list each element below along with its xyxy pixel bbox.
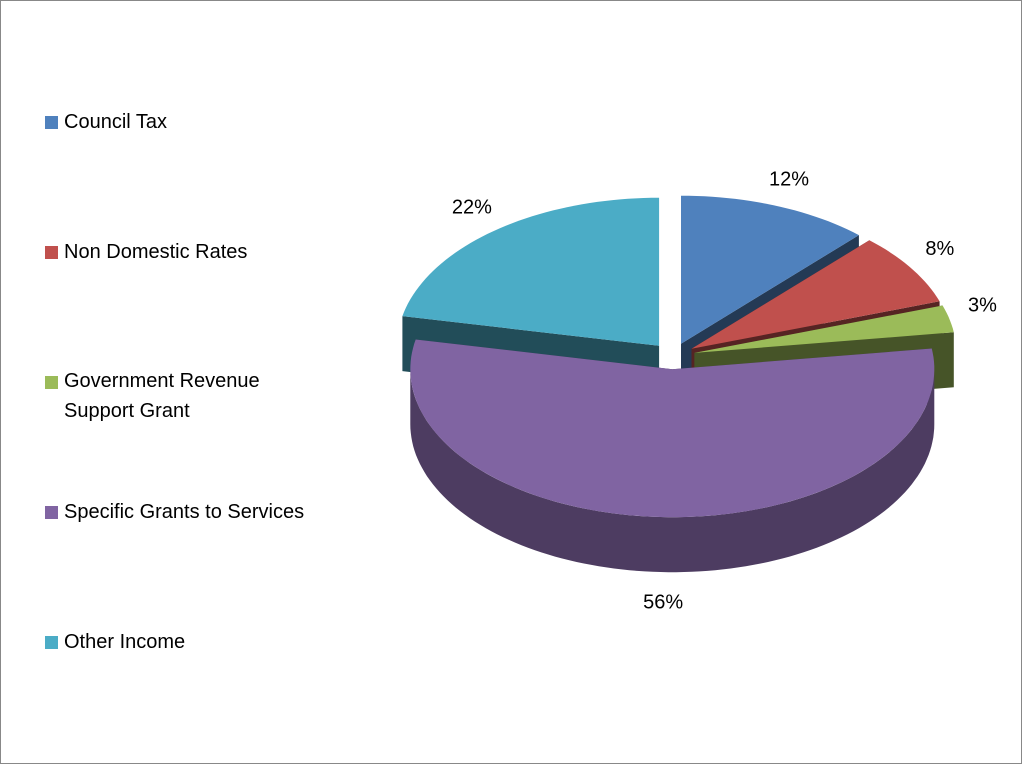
- slice-wall: [410, 369, 935, 573]
- legend-label: Government Revenue Support Grant: [64, 370, 260, 422]
- slice: [410, 339, 935, 573]
- legend-label: Specific Grants to Services: [64, 501, 305, 523]
- legend: Council Tax Non Domestic Rates Government …: [45, 111, 375, 761]
- legend-item: Specific Grants to Services: [45, 501, 375, 631]
- legend-item: Non Domestic Rates: [45, 241, 375, 371]
- data-label: 22%: [452, 196, 492, 218]
- slice: [681, 195, 859, 344]
- legend-label: Non Domestic Rates: [64, 241, 248, 263]
- slice: [410, 339, 935, 518]
- legend-item: Council Tax: [45, 111, 375, 241]
- legend-label: Council Tax: [64, 111, 168, 133]
- slice: [691, 240, 940, 349]
- legend-label: Other Income: [64, 631, 186, 653]
- data-label: 3%: [968, 295, 997, 317]
- slice: [694, 305, 954, 353]
- legend-item: Other Income: [45, 631, 375, 761]
- data-label: 56%: [643, 592, 683, 614]
- legend-swatch: [45, 246, 58, 259]
- data-label: 12%: [769, 168, 809, 190]
- legend-item: Government Revenue Support Grant: [45, 370, 375, 501]
- slice: [402, 197, 660, 346]
- legend-swatch: [45, 506, 58, 519]
- legend-swatch: [45, 376, 58, 389]
- legend-swatch: [45, 116, 58, 129]
- data-label: 8%: [925, 238, 954, 260]
- legend-swatch: [45, 636, 58, 649]
